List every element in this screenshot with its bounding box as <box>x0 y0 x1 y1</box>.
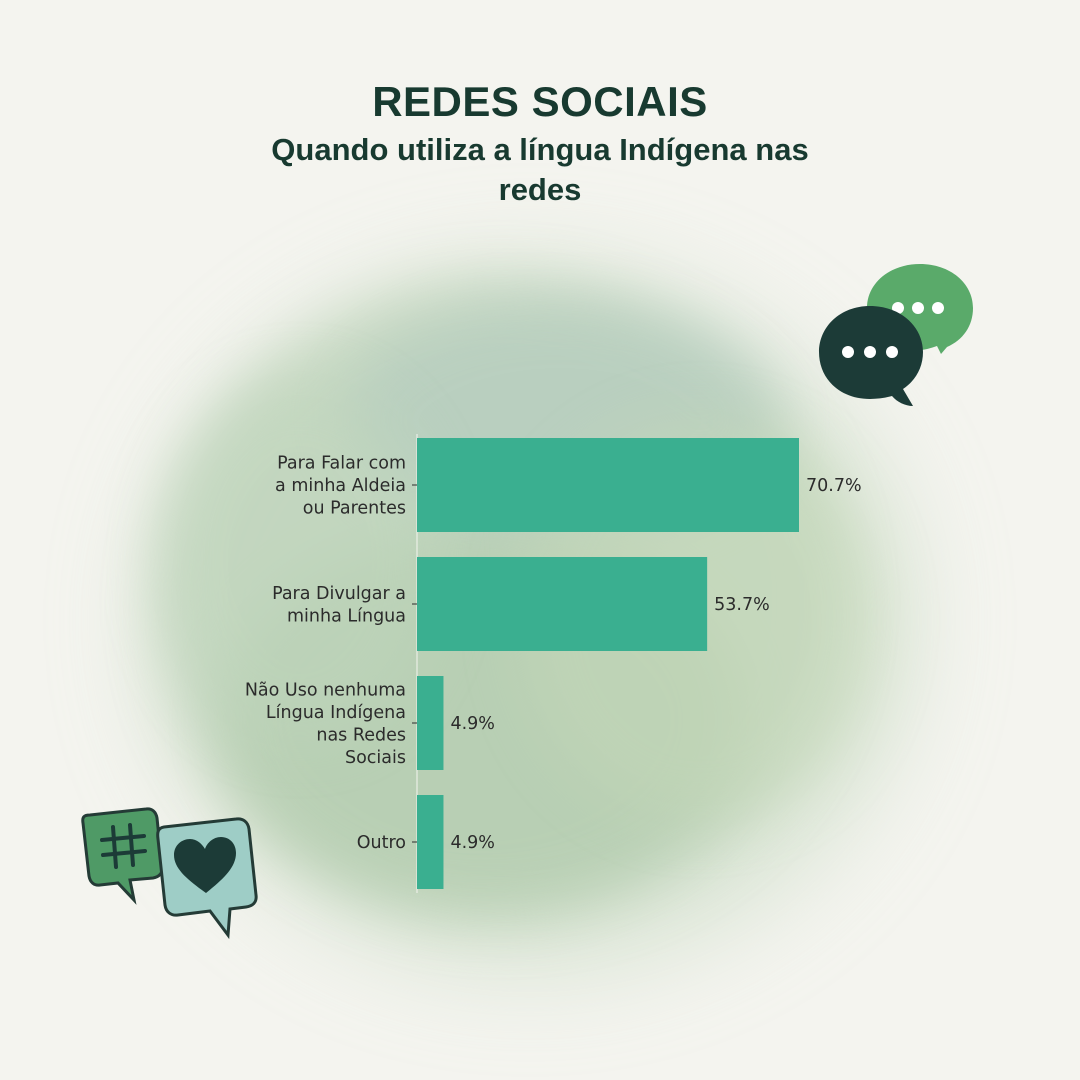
y-tick-label-2: Não Uso nenhuma Língua Indígena nas Redes S… <box>245 680 406 768</box>
data-label-2: 4.9% <box>450 714 494 734</box>
bar-2 <box>417 676 443 770</box>
hashtag-heart-icon <box>78 805 263 945</box>
bar-0 <box>417 438 799 532</box>
data-label-3: 4.9% <box>450 833 494 853</box>
chat-bubbles-icon <box>815 258 975 413</box>
y-tick-label-1: Para Divulgar a minha Língua <box>272 584 406 627</box>
y-tick-label-0: Para Falar com a minha Aldeia ou Parentes <box>275 454 406 519</box>
data-label-0: 70.7% <box>806 476 862 496</box>
y-tick-label-3: Outro <box>357 833 406 853</box>
bar-3 <box>417 795 443 889</box>
bar-1 <box>417 557 707 651</box>
data-label-1: 53.7% <box>714 595 770 615</box>
